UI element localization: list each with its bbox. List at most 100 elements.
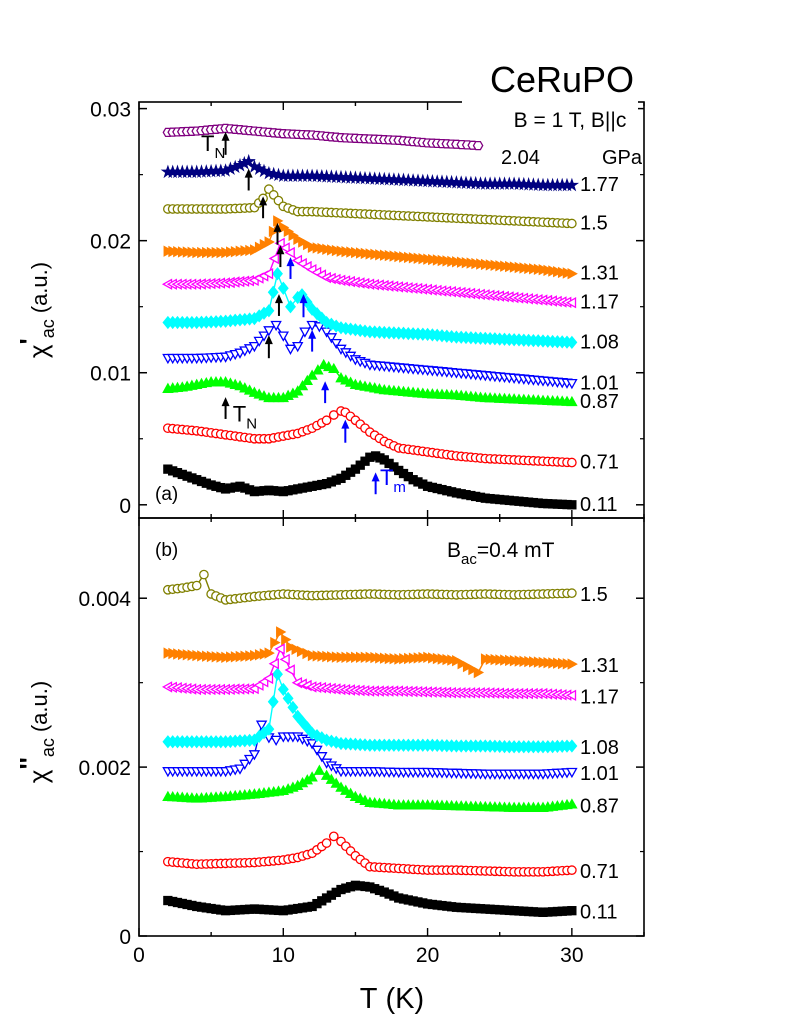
- data-point: [408, 252, 420, 264]
- arrow-head: [221, 131, 230, 141]
- series-0-87: [162, 764, 578, 812]
- panel-a-y-label-prime: ': [14, 338, 44, 344]
- data-point: [263, 304, 275, 318]
- data-point: [423, 253, 434, 265]
- panel-b-condition: Bac=0.4 mT: [447, 539, 555, 568]
- data-point: [267, 695, 279, 709]
- arrow-head: [276, 245, 285, 255]
- panel-a-arrows: [221, 131, 380, 495]
- data-point: [221, 246, 232, 259]
- panel-a-frame: [138, 101, 645, 519]
- panel-b: 0.11 0.71 0.87 1.01 1.08 1.17 1.31 1.5 0 0.002 0.…: [78, 517, 645, 949]
- series-label-1-31: 1.31: [580, 655, 619, 677]
- data-point: [404, 251, 415, 264]
- data-point: [258, 331, 270, 342]
- transition-arrow: [259, 196, 268, 219]
- data-point: [306, 771, 318, 782]
- series-label-1-77: 1.77: [580, 174, 619, 196]
- series-1-31: [163, 626, 578, 679]
- series-2-04: [162, 123, 484, 151]
- series-0-71: [163, 831, 577, 877]
- data-point: [447, 255, 458, 268]
- data-point: [328, 362, 340, 374]
- panel-b-condition-symbol: B: [447, 539, 461, 562]
- panel-b-y-label-prime: '': [14, 757, 44, 769]
- data-point: [250, 244, 261, 256]
- data-point: [264, 236, 275, 248]
- transition-arrow: [273, 222, 282, 245]
- data-point: [423, 651, 434, 664]
- panel-b-y-label-symbol: χ: [23, 769, 53, 783]
- data-point: [384, 249, 396, 262]
- data-point: [199, 569, 209, 580]
- data-point: [355, 651, 367, 664]
- data-point: [404, 652, 415, 665]
- data-point: [191, 580, 202, 591]
- data-point: [566, 378, 578, 390]
- series-line-1-31: [167, 630, 572, 674]
- arrow-head: [371, 472, 380, 482]
- data-point: [472, 140, 484, 151]
- data-point: [262, 267, 274, 280]
- data-point: [206, 246, 218, 259]
- arrow-head: [264, 335, 273, 345]
- data-point: [306, 302, 318, 316]
- series-label-1-5: 1.5: [580, 584, 608, 606]
- data-point: [307, 649, 319, 662]
- data-point: [311, 745, 323, 756]
- panel-a-y-label-sub: ac: [38, 319, 58, 338]
- data-point: [322, 243, 333, 256]
- data-point: [565, 689, 577, 702]
- series-label-1-17: 1.17: [580, 292, 619, 314]
- series-label-1-01: 1.01: [580, 763, 619, 785]
- data-point: [245, 244, 256, 257]
- panel-a-y-label-symbol: χ: [23, 344, 53, 358]
- series-0-11: [163, 451, 577, 510]
- data-point: [270, 636, 281, 649]
- transition-arrow: [221, 131, 230, 155]
- data-point: [253, 336, 265, 347]
- data-point: [346, 246, 357, 258]
- data-point: [360, 651, 371, 664]
- data-point: [328, 831, 339, 842]
- data-point: [473, 666, 485, 679]
- data-point: [182, 649, 194, 661]
- data-point: [221, 651, 232, 664]
- y-tick-label: 0.02: [90, 231, 131, 254]
- data-point: [277, 331, 290, 342]
- data-point: [351, 651, 362, 664]
- data-point: [296, 379, 309, 391]
- data-point: [248, 341, 261, 353]
- transition-arrow: [276, 245, 285, 268]
- data-point: [302, 647, 313, 660]
- data-point: [279, 242, 290, 254]
- series-1-08: [162, 667, 578, 754]
- data-point: [509, 261, 521, 273]
- panel-b-y-label-unit: (a.u.): [27, 681, 52, 732]
- data-point: [274, 237, 285, 250]
- transition-arrow: [308, 329, 317, 352]
- data-point: [505, 654, 516, 667]
- transition-arrow: [321, 381, 330, 404]
- data-point: [259, 648, 270, 660]
- data-point: [461, 256, 472, 269]
- data-point: [254, 649, 266, 661]
- data-point: [567, 267, 578, 280]
- arrow-head: [244, 168, 253, 178]
- panel-a-series-labels: 0.11 0.71 0.871.01 1.08 1.17 1.31 1.5 1.77 2.04: [501, 147, 619, 516]
- series-1-77: [160, 153, 580, 192]
- series-1-5: [163, 569, 577, 605]
- data-point: [566, 798, 578, 809]
- y-tick-label: 0: [119, 495, 131, 518]
- data-point: [557, 266, 569, 279]
- transition-arrow: [371, 472, 380, 495]
- series-label-0-71: 0.71: [580, 861, 619, 883]
- series-label-0-87: 0.87: [580, 795, 619, 817]
- arrow-head: [321, 381, 330, 391]
- y-tick-label: 0: [119, 926, 131, 949]
- series-label-1-17: 1.17: [580, 686, 619, 708]
- data-point: [270, 735, 282, 747]
- data-point: [316, 311, 328, 325]
- x-axis-label-unit: (K): [386, 983, 425, 1015]
- series-0-87: [162, 358, 578, 407]
